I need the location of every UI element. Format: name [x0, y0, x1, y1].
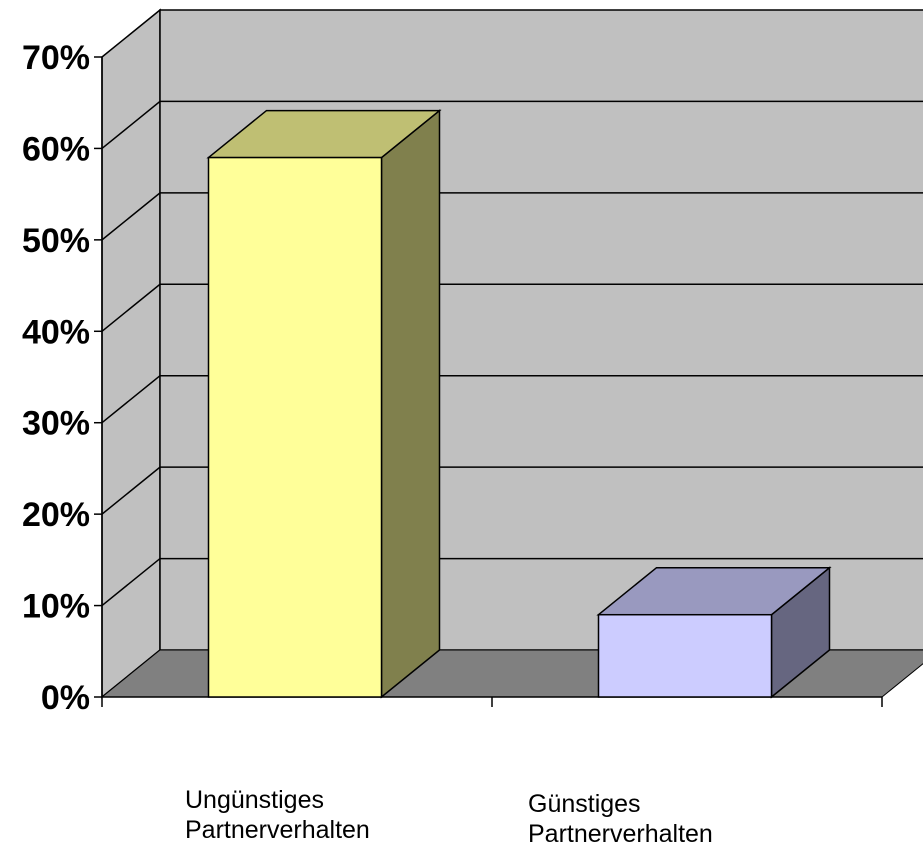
y-tick-label: 40%: [22, 313, 90, 351]
bar-side: [380, 108, 441, 699]
gridline: [101, 557, 923, 607]
gridline: [101, 100, 923, 150]
x-category-label-line: Ungünstiges: [185, 786, 324, 814]
y-tick-label: 10%: [22, 588, 90, 626]
gridline: [101, 466, 923, 515]
side-wall: [101, 8, 161, 699]
y-tick-label: 70%: [22, 39, 90, 77]
y-tick-label: 50%: [22, 222, 90, 260]
bar-front: [207, 156, 383, 698]
y-tick-label: 20%: [22, 496, 90, 534]
y-tick-labels: 0% 10% 20% 30% 40% 50% 60% 70%: [22, 39, 90, 717]
gridline: [101, 374, 923, 424]
x-category-label: Günstiges Partnerverhalten: [528, 790, 713, 845]
gridline: [101, 283, 923, 332]
bar: [206, 108, 442, 699]
bars: [206, 108, 832, 699]
y-tick-label: 60%: [22, 130, 90, 168]
x-category-label: Ungünstiges Partnerverhalten: [185, 786, 370, 844]
x-category-label-line: Partnerverhalten: [528, 820, 713, 845]
x-category-label-line: Günstiges: [528, 790, 641, 818]
x-category-label-line: Partnerverhalten: [185, 816, 370, 844]
y-tick-label: 30%: [22, 405, 90, 443]
bar-front: [597, 613, 773, 698]
y-tick-label: 0%: [41, 679, 90, 717]
gridlines: [101, 100, 923, 607]
gridline: [101, 192, 923, 241]
bar: [596, 566, 832, 699]
